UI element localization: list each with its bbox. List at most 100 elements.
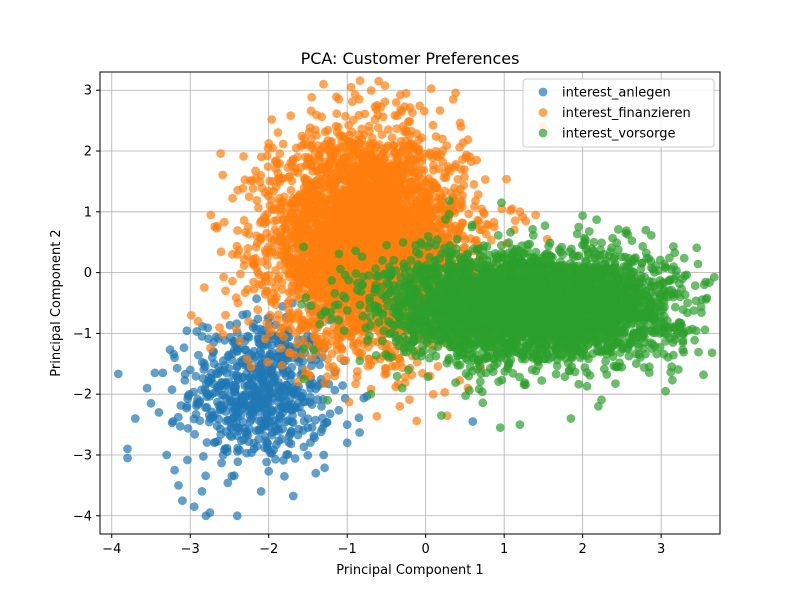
- scatter-point: [247, 257, 257, 267]
- scatter-point: [252, 294, 261, 304]
- scatter-point: [306, 258, 316, 268]
- scatter-point: [231, 324, 241, 334]
- scatter-point: [271, 426, 280, 435]
- scatter-point: [249, 285, 259, 294]
- scatter-point: [274, 310, 283, 320]
- scatter-point: [438, 146, 448, 156]
- scatter-point: [289, 350, 299, 360]
- scatter-point: [279, 455, 288, 465]
- scatter-point: [429, 166, 438, 175]
- scatter-point: [300, 211, 309, 221]
- scatter-point: [320, 378, 330, 388]
- scatter-point: [405, 117, 415, 126]
- scatter-point: [326, 261, 336, 271]
- scatter-point: [253, 314, 263, 324]
- scatter-point: [199, 452, 208, 461]
- scatter-point: [408, 163, 418, 173]
- scatter-point: [433, 362, 443, 371]
- scatter-point: [200, 362, 210, 371]
- scatter-point: [249, 346, 259, 356]
- scatter-point: [342, 317, 352, 326]
- scatter-point: [254, 425, 263, 435]
- scatter-point: [416, 165, 426, 174]
- scatter-point: [392, 124, 402, 134]
- scatter-point: [206, 343, 215, 353]
- scatter-point: [398, 163, 407, 172]
- scatter-point: [281, 315, 291, 325]
- scatter-point: [142, 383, 152, 393]
- scatter-point: [286, 111, 296, 121]
- scatter-point: [317, 402, 326, 411]
- scatter-point: [233, 447, 242, 456]
- scatter-point: [173, 412, 183, 422]
- scatter-point: [328, 148, 338, 157]
- scatter-point: [401, 88, 411, 98]
- scatter-point: [453, 175, 463, 184]
- scatter-point: [285, 235, 295, 244]
- scatter-point: [390, 224, 400, 234]
- scatter-point: [438, 134, 447, 144]
- scatter-point: [264, 270, 274, 280]
- scatter-point: [268, 388, 278, 398]
- scatter-point: [170, 353, 180, 363]
- scatter-point: [130, 414, 140, 423]
- scatter-point: [281, 266, 290, 275]
- scatter-point: [193, 316, 203, 326]
- scatter-point: [412, 416, 422, 426]
- scatter-point: [220, 360, 230, 370]
- scatter-point: [193, 394, 203, 404]
- scatter-point: [331, 121, 341, 131]
- scatter-point: [221, 407, 231, 416]
- scatter-point: [372, 411, 382, 421]
- scatter-point: [429, 192, 438, 202]
- scatter-point: [205, 508, 215, 518]
- scatter-point: [197, 487, 207, 496]
- scatter-point: [285, 341, 294, 351]
- scatter-point: [232, 363, 242, 372]
- scatter-point: [201, 471, 211, 481]
- scatter-point: [307, 92, 317, 102]
- scatter-point: [162, 450, 172, 460]
- scatter-point: [407, 177, 416, 187]
- scatter-point: [206, 210, 216, 220]
- scatter-point: [202, 392, 212, 401]
- scatter-point: [237, 436, 246, 446]
- scatter-point: [215, 424, 225, 434]
- scatter-point: [223, 415, 233, 425]
- scatter-point: [294, 284, 304, 293]
- scatter-point: [319, 79, 328, 89]
- scatter-point: [262, 228, 272, 238]
- scatter-point: [282, 245, 292, 254]
- scatter-point: [355, 356, 365, 366]
- scatter-point: [254, 407, 263, 417]
- scatter-point: [373, 123, 383, 133]
- scatter-point: [372, 100, 382, 110]
- scatter-point: [419, 106, 429, 116]
- scatter-point: [233, 185, 243, 195]
- scatter-point: [475, 225, 485, 235]
- scatter-point: [374, 245, 384, 255]
- scatter-point: [336, 354, 346, 363]
- scatter-point: [213, 369, 223, 379]
- scatter-point: [307, 140, 316, 150]
- scatter-point: [353, 338, 363, 348]
- scatter-point: [253, 398, 263, 408]
- scatter-point: [288, 491, 298, 501]
- scatter-point: [537, 376, 547, 385]
- scatter-point: [426, 84, 436, 93]
- scatter-point: [217, 390, 227, 400]
- scatter-point: [267, 115, 277, 124]
- scatter-point: [395, 401, 405, 411]
- scatter-point: [324, 231, 334, 240]
- scatter-point: [190, 429, 200, 439]
- scatter-point: [428, 389, 438, 399]
- scatter-point: [176, 401, 186, 410]
- scatter-point: [167, 418, 177, 428]
- scatter-point: [232, 511, 242, 521]
- scatter-point: [366, 86, 376, 95]
- scatter-point: [283, 450, 293, 459]
- scatter-point: [215, 380, 225, 390]
- scatter-point: [306, 317, 316, 326]
- scatter-point: [350, 151, 360, 161]
